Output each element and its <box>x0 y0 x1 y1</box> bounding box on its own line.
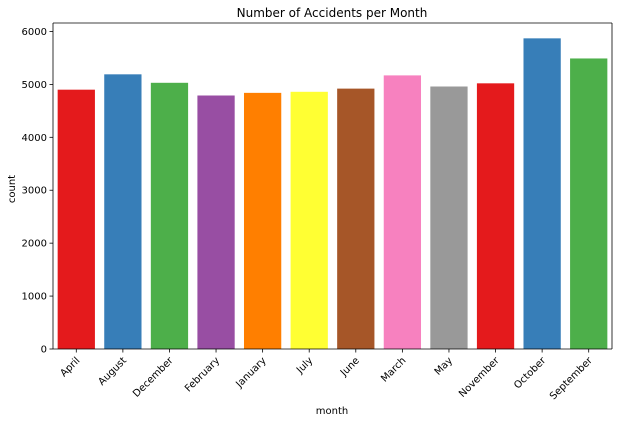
x-tick-label: November <box>457 355 502 400</box>
y-ticks-group: 0 1000 2000 3000 4000 5000 6000 <box>22 27 53 356</box>
bar-august <box>104 74 142 349</box>
bar-october <box>523 38 561 349</box>
x-tick-label: May <box>433 355 455 377</box>
axes-group <box>52 22 613 350</box>
x-tick-label: June <box>338 355 362 379</box>
bar-april <box>57 89 95 350</box>
bars-group <box>57 38 608 350</box>
bar-september <box>570 58 608 350</box>
y-axis-title: count <box>7 175 18 203</box>
bar-december <box>150 82 189 350</box>
x-tick-label: September <box>548 355 595 402</box>
x-tick-label: July <box>294 355 315 376</box>
x-tick-label: January <box>233 355 268 390</box>
x-tick-label: August <box>96 355 129 388</box>
x-tick-label: February <box>183 355 222 394</box>
y-tick-label: 4000 <box>22 133 47 144</box>
x-axis-title: month <box>316 406 348 417</box>
x-ticks-group: April August December February January July Ju… <box>58 349 595 402</box>
y-tick-label: 1000 <box>22 292 47 303</box>
y-tick-label: 2000 <box>22 239 47 250</box>
bar-may <box>430 86 468 349</box>
x-tick-label: October <box>512 355 549 392</box>
bar-january <box>243 92 282 350</box>
x-tick-label: December <box>131 355 176 400</box>
bar-november <box>476 83 515 349</box>
bar-june <box>337 88 375 350</box>
bar-july <box>290 91 328 350</box>
x-tick-label: March <box>379 355 408 384</box>
bar-march <box>383 75 422 349</box>
x-tick-label: April <box>58 355 82 379</box>
bar-february <box>197 95 235 349</box>
y-tick-label: 3000 <box>22 186 47 197</box>
y-tick-label: 6000 <box>22 27 47 38</box>
y-tick-label: 0 <box>41 345 47 356</box>
y-tick-label: 5000 <box>22 80 47 91</box>
chart-title: Number of Accidents per Month <box>237 6 428 20</box>
